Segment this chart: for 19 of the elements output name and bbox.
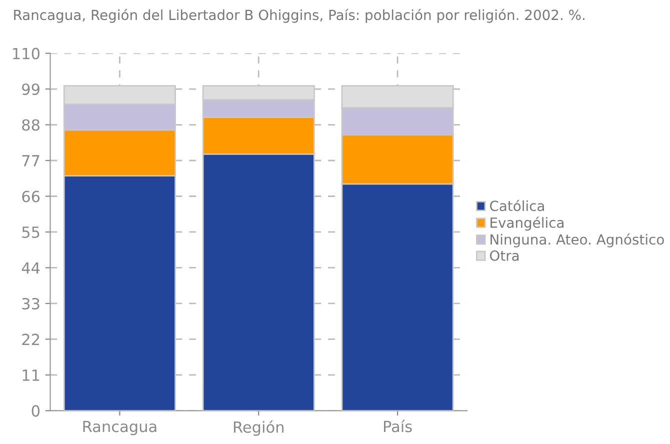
y-tick-label: 11: [22, 370, 40, 381]
y-tick-label: 66: [22, 190, 40, 202]
y-tick-label: 33: [22, 298, 40, 310]
x-tick-label: Región: [234, 420, 284, 436]
y-tick-label: 0: [32, 405, 40, 417]
chart-title: Rancagua, Región del Libertador B Ohiggins, País: población por religión. 2002. %.: [14, 8, 584, 23]
x-tick-label: Rancagua: [83, 420, 156, 436]
legend-label: Católica: [490, 200, 544, 212]
legend-label: Otra: [490, 250, 519, 261]
y-tick-label: 55: [22, 226, 40, 238]
y-tick-label: 44: [22, 262, 40, 274]
y-tick-label: 99: [22, 83, 40, 96]
y-tick-label: 110: [13, 48, 40, 60]
y-tick-label: 77: [22, 155, 40, 166]
y-tick-label: 88: [22, 119, 40, 131]
legend-label: Ninguna. Ateo. Agnóstico: [490, 233, 664, 248]
x-tick-label: País: [384, 420, 412, 432]
y-tick-label: 22: [22, 334, 39, 346]
legend-label: Evangélica: [490, 216, 564, 231]
